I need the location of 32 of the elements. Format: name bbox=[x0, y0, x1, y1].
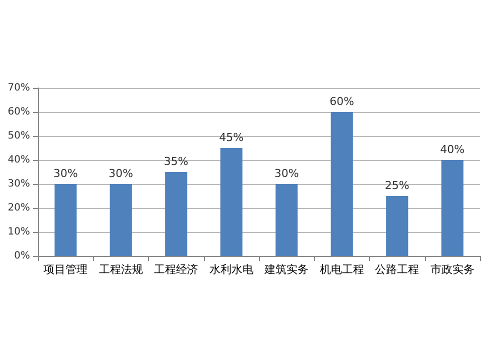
x-tick-label: 工程经济 bbox=[154, 263, 198, 276]
x-tick-label: 建筑实务 bbox=[264, 263, 309, 276]
y-tick-label: 0% bbox=[14, 250, 30, 262]
bar bbox=[54, 184, 77, 256]
y-tick-label: 60% bbox=[8, 106, 30, 118]
bar bbox=[276, 184, 298, 256]
y-tick-label: 30% bbox=[8, 178, 30, 190]
bar bbox=[330, 112, 353, 256]
x-tick-label: 市政实务 bbox=[430, 263, 474, 276]
y-tick-label: 70% bbox=[8, 82, 30, 94]
x-tick-label: 水利水电 bbox=[209, 263, 254, 276]
y-tick-label: 40% bbox=[8, 154, 30, 166]
data-label: 30% bbox=[108, 167, 134, 180]
x-tick-label: 项目管理 bbox=[44, 263, 88, 276]
data-label: 25% bbox=[384, 179, 410, 192]
y-tick-label: 10% bbox=[8, 226, 30, 238]
data-label: 60% bbox=[330, 95, 354, 108]
bar bbox=[220, 148, 242, 256]
y-tick-label: 20% bbox=[8, 202, 30, 214]
bar bbox=[441, 160, 464, 256]
y-tick-label: 50% bbox=[8, 130, 30, 142]
data-label: 35% bbox=[164, 155, 188, 168]
data-label: 40% bbox=[440, 143, 465, 156]
data-label: 45% bbox=[219, 131, 244, 144]
data-label: 30% bbox=[53, 167, 78, 180]
x-tick-label: 工程法规 bbox=[98, 263, 143, 276]
data-label: 30% bbox=[274, 167, 299, 180]
x-tick-label: 机电工程 bbox=[320, 263, 364, 276]
x-tick-label: 公路工程 bbox=[375, 263, 420, 276]
bar bbox=[386, 196, 408, 256]
bar bbox=[110, 184, 132, 256]
bar bbox=[165, 172, 188, 256]
